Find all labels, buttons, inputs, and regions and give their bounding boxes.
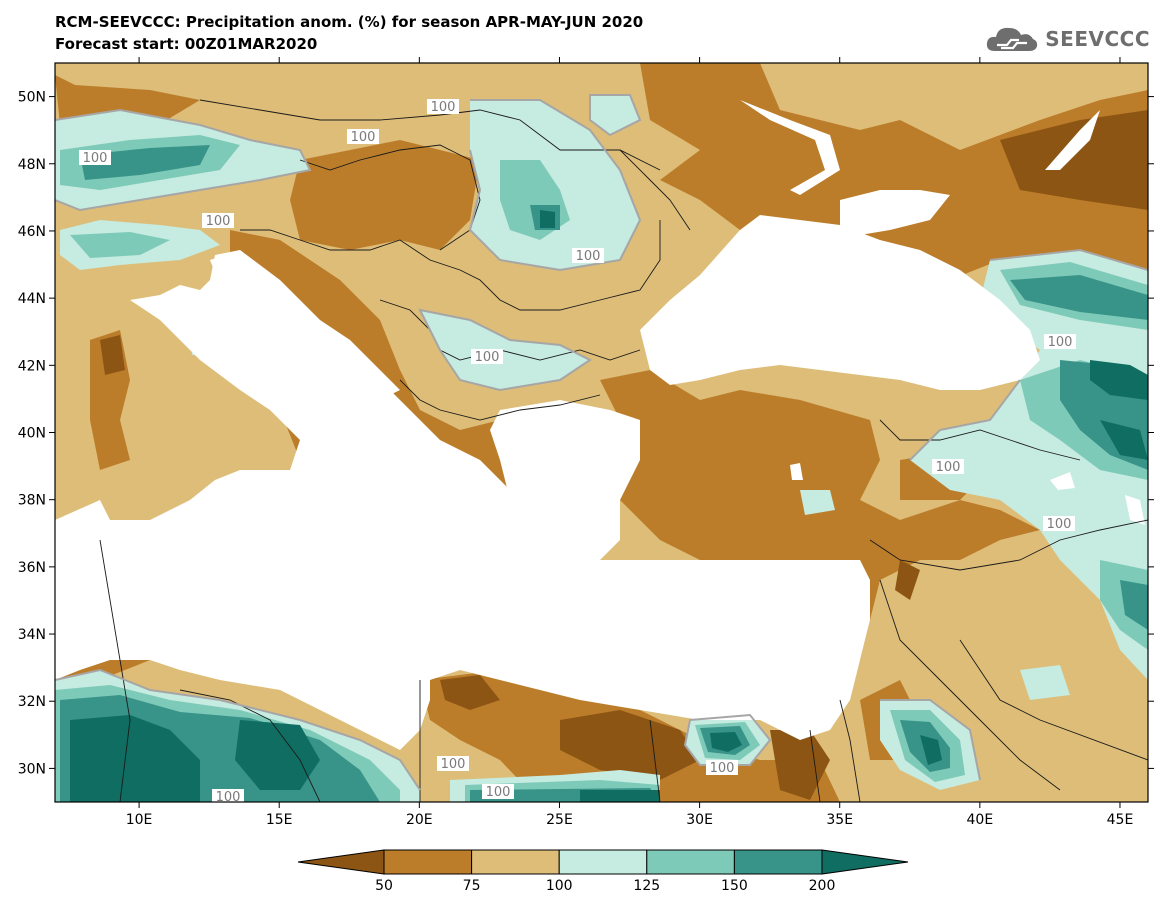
lake-1	[790, 463, 803, 480]
contour-label: 100	[212, 789, 244, 805]
colorbar-segment	[733, 849, 823, 875]
colorbar-label: 150	[721, 878, 748, 894]
contour-label: 100	[347, 129, 379, 145]
lat-tick-label: 44N	[18, 291, 46, 307]
svg-text:100: 100	[83, 151, 108, 166]
contour-label: 100	[1044, 334, 1076, 350]
lon-tick-label: 40E	[967, 812, 994, 828]
colorbar: 50 75 100 125 150 200	[297, 849, 909, 894]
colorbar-segment	[471, 849, 560, 875]
svg-text:100: 100	[441, 757, 466, 772]
lon-tick-label: 15E	[266, 812, 293, 828]
svg-text:100: 100	[1047, 517, 1072, 532]
black-sea	[640, 215, 1040, 390]
colorbar-segment	[297, 849, 385, 875]
svg-text:100: 100	[475, 350, 500, 365]
colorbar-segment	[821, 849, 909, 875]
svg-text:100: 100	[351, 130, 376, 145]
svg-text:100: 100	[936, 460, 961, 475]
lon-tick-label: 25E	[546, 812, 573, 828]
colorbar-segment	[646, 849, 735, 875]
mediterranean-sea	[55, 250, 870, 750]
contour-label: 100	[427, 99, 459, 115]
lon-tick-label: 45E	[1107, 812, 1134, 828]
contour-label: 100	[706, 760, 738, 776]
lon-tick-label: 30E	[686, 812, 713, 828]
contour-label: 100	[482, 784, 514, 800]
lat-tick-label: 50N	[18, 90, 46, 106]
lat-tick-label: 48N	[18, 157, 46, 173]
lat-tick-label: 32N	[18, 694, 46, 710]
seas	[55, 100, 1145, 750]
svg-text:100: 100	[216, 790, 241, 805]
river-stripe-2	[1045, 110, 1100, 170]
lake-2	[1050, 472, 1075, 490]
svg-text:100: 100	[486, 785, 511, 800]
seevccc-logo: SEEVCCC	[985, 22, 1150, 56]
extreme-wet-zones	[70, 210, 1148, 802]
colorbar-label: 200	[809, 878, 836, 894]
river-stripe-1	[740, 100, 840, 195]
forecast-start-label: Forecast start: 00Z01MAR2020	[55, 35, 318, 53]
lat-tick-label: 34N	[18, 627, 46, 643]
adriatic-sea	[210, 250, 400, 400]
lon-tick-label: 10E	[126, 812, 153, 828]
lat-tick-label: 36N	[18, 560, 46, 576]
lat-tick-label: 38N	[18, 493, 46, 509]
lake-3	[1125, 495, 1145, 525]
contour-label: 100	[79, 150, 111, 166]
anomaly-map	[55, 63, 1148, 802]
lat-tick-label: 42N	[18, 358, 46, 374]
lat-tick-label: 46N	[18, 224, 46, 240]
contour-lines	[55, 94, 1148, 791]
cloud-icon	[987, 27, 1038, 51]
colorbar-label: 50	[375, 878, 393, 894]
lat-tick-label: 30N	[18, 761, 46, 777]
logo-text: SEEVCCC	[1045, 27, 1150, 51]
svg-text:100: 100	[1048, 335, 1073, 350]
lon-tick-label: 35E	[826, 812, 853, 828]
svg-text:100: 100	[206, 214, 231, 229]
colorbar-segment	[558, 849, 648, 875]
contour-label: 100	[572, 248, 604, 264]
colorbar-label: 75	[463, 878, 481, 894]
contour-label: 100	[202, 213, 234, 229]
contour-label: 100	[932, 459, 964, 475]
map-title: RCM-SEEVCCC: Precipitation anom. (%) for…	[55, 13, 644, 31]
colorbar-label: 125	[633, 878, 660, 894]
lon-tick-label: 20E	[406, 812, 433, 828]
aegean-sea	[490, 400, 640, 560]
lat-tick-label: 40N	[18, 426, 46, 442]
colorbar-segment	[383, 849, 473, 875]
svg-text:100: 100	[431, 100, 456, 115]
colorbar-label: 100	[546, 878, 573, 894]
contour-label: 100	[1043, 516, 1075, 532]
contour-labels: 100 100 100 100 100 100 100 100 100 100 …	[79, 99, 1076, 805]
svg-text:100: 100	[576, 249, 601, 264]
contour-label: 100	[471, 349, 503, 365]
contour-label: 100	[437, 756, 469, 772]
map-axes: 10E 15E 20E 25E 30E 35E 40E 45E 50N 48N 46N 44N 42N 4…	[18, 57, 1154, 828]
very-dry-zones	[100, 110, 1148, 800]
svg-text:100: 100	[710, 761, 735, 776]
sea-of-azov	[840, 190, 950, 235]
